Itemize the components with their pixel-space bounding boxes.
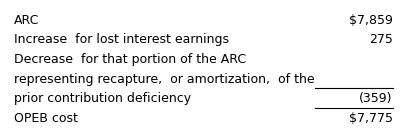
- Text: (359): (359): [359, 92, 393, 105]
- Text: Decrease  for that portion of the ARC: Decrease for that portion of the ARC: [13, 53, 246, 66]
- Text: representing recapture,  or amortization,  of the: representing recapture, or amortization,…: [13, 73, 314, 86]
- Text: prior contribution deficiency: prior contribution deficiency: [13, 92, 190, 105]
- Text: 275: 275: [369, 33, 393, 46]
- Text: $7,859: $7,859: [349, 14, 393, 27]
- Text: Increase  for lost interest earnings: Increase for lost interest earnings: [13, 33, 228, 46]
- Text: ARC: ARC: [13, 14, 39, 27]
- Text: $7,775: $7,775: [349, 112, 393, 125]
- Text: OPEB cost: OPEB cost: [13, 112, 77, 125]
